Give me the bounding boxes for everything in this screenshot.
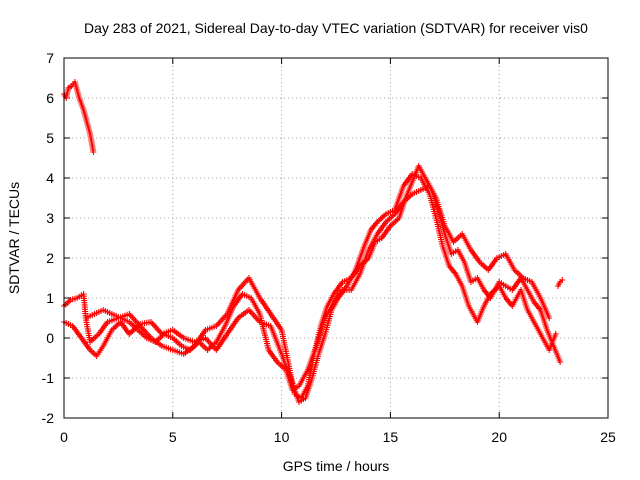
x-tick-label: 25 [600, 429, 616, 445]
y-tick-label: -2 [42, 410, 55, 426]
series-track-c [82, 183, 553, 393]
x-tick-label: 15 [383, 429, 399, 445]
y-tick-label: 6 [46, 90, 54, 106]
x-tick-label: 5 [169, 429, 177, 445]
y-tick-label: 5 [46, 130, 54, 146]
x-tick-label: 10 [274, 429, 290, 445]
y-tick-label: 1 [46, 290, 54, 306]
y-tick-label: 3 [46, 210, 54, 226]
plot-frame [63, 57, 609, 419]
y-axis-label: SDTVAR / TECUs [6, 182, 22, 294]
y-tick-label: 2 [46, 250, 54, 266]
series-markers [555, 277, 566, 289]
x-tick-label: 20 [491, 429, 507, 445]
x-tick-label: 0 [60, 429, 68, 445]
series-markers [82, 183, 553, 393]
x-axis-label: GPS time / hours [283, 458, 390, 474]
y-tick-label: 7 [46, 50, 54, 66]
y-tick-label: 4 [46, 170, 54, 186]
chart-title: Day 283 of 2021, Sidereal Day-to-day VTE… [84, 20, 588, 36]
y-tick-label: 0 [46, 330, 54, 346]
series-segment-early [61, 79, 97, 155]
series-segment-late [555, 277, 566, 289]
y-tick-label: -1 [42, 370, 55, 386]
